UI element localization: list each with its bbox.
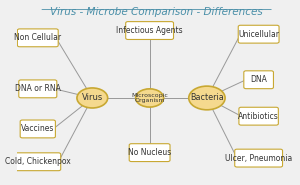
FancyBboxPatch shape <box>20 120 56 138</box>
Text: Non Cellular: Non Cellular <box>14 33 61 42</box>
Text: DNA: DNA <box>250 75 267 84</box>
Circle shape <box>77 88 108 108</box>
Text: DNA or RNA: DNA or RNA <box>15 84 61 93</box>
Text: Virus - Microbe Comparison - Differences: Virus - Microbe Comparison - Differences <box>50 7 263 17</box>
Circle shape <box>136 89 164 107</box>
Text: Ulcer, Pneumonia: Ulcer, Pneumonia <box>225 154 292 163</box>
Text: No Nucleus: No Nucleus <box>128 148 171 157</box>
FancyBboxPatch shape <box>126 22 173 39</box>
Text: Virus: Virus <box>82 93 103 102</box>
FancyBboxPatch shape <box>238 25 279 43</box>
Circle shape <box>189 86 225 110</box>
FancyBboxPatch shape <box>235 149 283 167</box>
FancyBboxPatch shape <box>19 80 57 98</box>
Text: Infectious Agents: Infectious Agents <box>116 26 183 35</box>
FancyBboxPatch shape <box>17 29 58 47</box>
Text: Microscopic
Organism: Microscopic Organism <box>131 92 168 103</box>
FancyBboxPatch shape <box>129 144 170 162</box>
Text: Bacteria: Bacteria <box>190 93 224 102</box>
Text: Cold, Chickenpox: Cold, Chickenpox <box>5 157 71 166</box>
Text: Antibiotics: Antibiotics <box>238 112 279 121</box>
FancyBboxPatch shape <box>15 153 61 171</box>
Text: Unicellular: Unicellular <box>238 30 279 39</box>
FancyBboxPatch shape <box>239 107 278 125</box>
Text: Vaccines: Vaccines <box>21 125 55 133</box>
FancyBboxPatch shape <box>244 71 274 89</box>
